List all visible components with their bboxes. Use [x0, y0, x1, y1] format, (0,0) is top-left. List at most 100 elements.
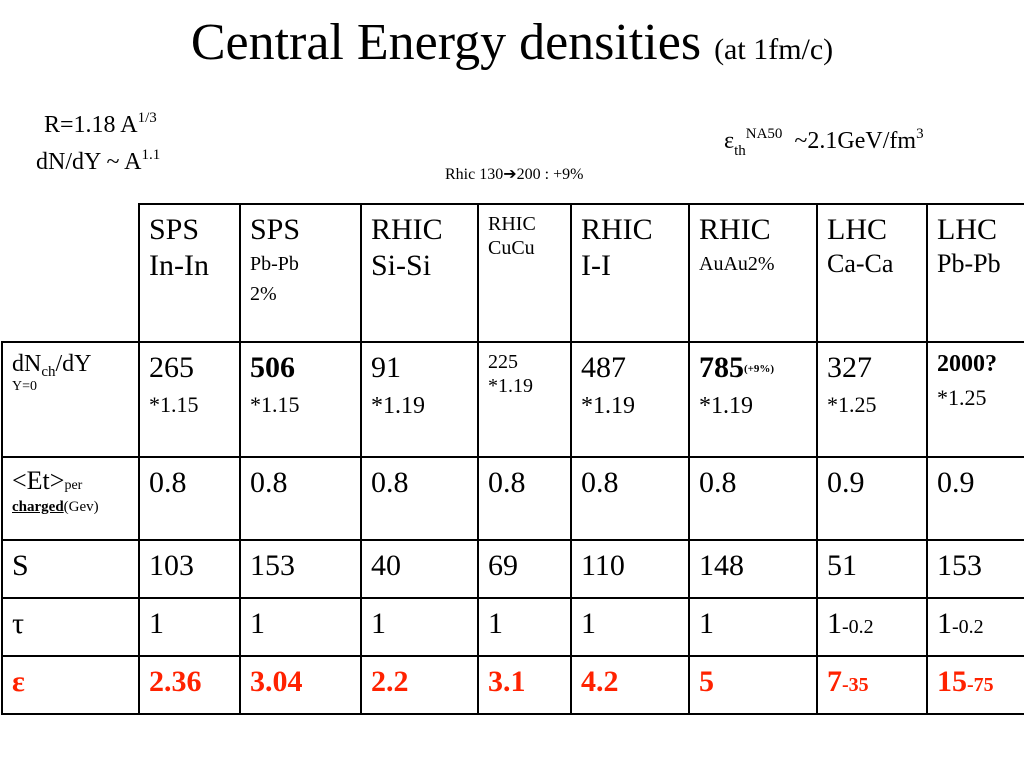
table-cell: 1: [477, 597, 572, 657]
formation-time-value: 1: [488, 607, 503, 640]
table-cell: 3.1: [477, 655, 572, 715]
table-cell: 153: [239, 539, 362, 599]
table-cell: 7-35: [816, 655, 928, 715]
formation-time-value: 1: [937, 607, 952, 640]
formation-time-row: τ 1 1 1 1 1 1 1-0.2 1-0.2: [1, 597, 1024, 657]
multiplicity-factor: *1.15: [250, 392, 300, 417]
column-header-centrality: 2%: [250, 283, 277, 305]
column-header-machine: LHC: [827, 213, 887, 246]
multiplicity-value: 506: [250, 351, 295, 384]
table-cell: 15-75: [926, 655, 1024, 715]
multiplicity-label-suffix: /dY: [55, 351, 92, 377]
table-cell: 327 *1.25: [816, 341, 928, 458]
table-cell: 0.9: [816, 456, 928, 541]
energy-density-value: 7: [827, 665, 842, 698]
multiplicity-factor: *1.15: [149, 392, 199, 417]
multiplicity-value: 91: [371, 351, 401, 384]
multiplicity-formula: dN/dY ~ A1.1: [36, 140, 160, 177]
threshold-value: ~2.1GeV/fm: [794, 128, 917, 154]
multiplicity-value: 487: [581, 351, 626, 384]
multiplicity-note: (+9%): [744, 363, 775, 375]
formation-time-row-label: τ: [1, 597, 140, 657]
energy-density-value: 3.04: [250, 665, 303, 698]
formation-time-value: 1: [149, 607, 164, 640]
multiplicity-row: dNch/dY Y=0 265 *1.15 506 *1.15 91 *1.19 225…: [1, 341, 1024, 458]
radius-formula-exponent: 1/3: [137, 110, 157, 126]
transverse-energy-row: <Et>per charged(Gev) 0.8 0.8 0.8 0.8 0.8 …: [1, 456, 1024, 541]
column-header-rhic-si-si: RHIC Si-Si: [360, 203, 479, 343]
table-cell: 1: [138, 597, 241, 657]
table-cell: 1: [570, 597, 690, 657]
threshold-subscript: th: [734, 143, 746, 159]
table-cell: 2.36: [138, 655, 241, 715]
radius-formula: R=1.18 A1/3: [36, 103, 160, 140]
multiplicity-factor: *1.19: [581, 393, 635, 419]
column-header-lhc-pb-pb: LHC Pb-Pb: [926, 203, 1024, 343]
energy-density-range: -35: [842, 674, 869, 696]
formula-notes: R=1.18 A1/3 dN/dY ~ A1.1: [36, 103, 160, 177]
energy-density-value: 2.36: [149, 665, 202, 698]
radius-formula-text: R=1.18 A: [44, 112, 138, 138]
formation-time-value: 1: [699, 607, 714, 640]
multiplicity-value: 265: [149, 351, 194, 384]
table-cell: 148: [688, 539, 818, 599]
multiplicity-label-main: dN: [12, 351, 42, 377]
rhic-energy-note: Rhic 130➔200 : +9%: [445, 164, 583, 184]
energy-density-value: 4.2: [581, 665, 619, 698]
transverse-energy-label-unit: (Gev): [63, 499, 99, 516]
multiplicity-label-subscript: ch: [41, 364, 56, 380]
energy-density-value: 2.2: [371, 665, 409, 698]
energy-density-value: 15: [937, 665, 967, 698]
threshold-unit-exponent: 3: [916, 126, 924, 142]
table-cell: 69: [477, 539, 572, 599]
table-cell: 110: [570, 539, 690, 599]
table-cell: 0.8: [360, 456, 479, 541]
column-header-machine: RHIC: [488, 213, 536, 235]
column-header-sps-pb-pb: SPS Pb-Pb 2%: [239, 203, 362, 343]
table-cell: 265 *1.15: [138, 341, 241, 458]
table-cell: 2000? *1.25: [926, 341, 1024, 458]
column-header-machine: RHIC: [581, 213, 653, 246]
page-title: Central Energy densities (at 1fm/c): [0, 14, 1024, 71]
multiplicity-value: 2000?: [937, 351, 997, 377]
table-cell: 506 *1.15: [239, 341, 362, 458]
transverse-energy-label-charged: charged: [12, 499, 64, 516]
table-cell: 1: [688, 597, 818, 657]
table-cell: 40: [360, 539, 479, 599]
column-header-sps-in-in: SPS In-In: [138, 203, 241, 343]
column-header-system: Ca-Ca: [827, 249, 894, 278]
table-cell: 51: [816, 539, 928, 599]
energy-density-row-label: ε: [1, 655, 140, 715]
multiplicity-label-rapidity: Y=0: [12, 379, 38, 394]
column-header-system: Si-Si: [371, 249, 432, 282]
column-header-system: Pb-Pb: [250, 253, 299, 275]
column-header-machine: LHC: [937, 213, 997, 246]
header-row: SPS In-In SPS Pb-Pb 2% RHIC Si-Si RHIC CuCu R…: [2, 203, 1024, 343]
rhic-note-end: 200 : +9%: [516, 166, 584, 183]
table-cell: 0.8: [477, 456, 572, 541]
column-header-machine: SPS: [149, 213, 200, 246]
table-cell: 1: [239, 597, 362, 657]
table-cell: 1-0.2: [816, 597, 928, 657]
energy-density-row: ε 2.36 3.04 2.2 3.1 4.2 5 7-35 15-75: [1, 655, 1024, 715]
table-cell: 3.04: [239, 655, 362, 715]
table-cell: 4.2: [570, 655, 690, 715]
formation-time-range: -0.2: [952, 616, 984, 638]
entropy-row-label: S: [1, 539, 140, 599]
energy-density-range: -75: [967, 674, 994, 696]
column-header-lhc-ca-ca: LHC Ca-Ca: [816, 203, 928, 343]
table-cell: 0.8: [688, 456, 818, 541]
corner-cell: [2, 204, 140, 343]
threshold-superscript: NA50: [745, 126, 783, 142]
formation-time-value: 1: [250, 607, 265, 640]
column-header-machine: RHIC: [371, 213, 443, 246]
energy-density-value: 5: [699, 665, 714, 698]
table-cell: 1-0.2: [926, 597, 1024, 657]
table-cell: 1: [360, 597, 479, 657]
table-cell: 91 *1.19: [360, 341, 479, 458]
rhic-note-start: Rhic 130: [445, 166, 504, 183]
column-header-machine: RHIC: [699, 213, 771, 246]
column-header-system: In-In: [149, 249, 209, 282]
energy-density-table: SPS In-In SPS Pb-Pb 2% RHIC Si-Si RHIC CuCu R…: [1, 203, 1024, 715]
title-main: Central Energy densities: [190, 14, 702, 71]
